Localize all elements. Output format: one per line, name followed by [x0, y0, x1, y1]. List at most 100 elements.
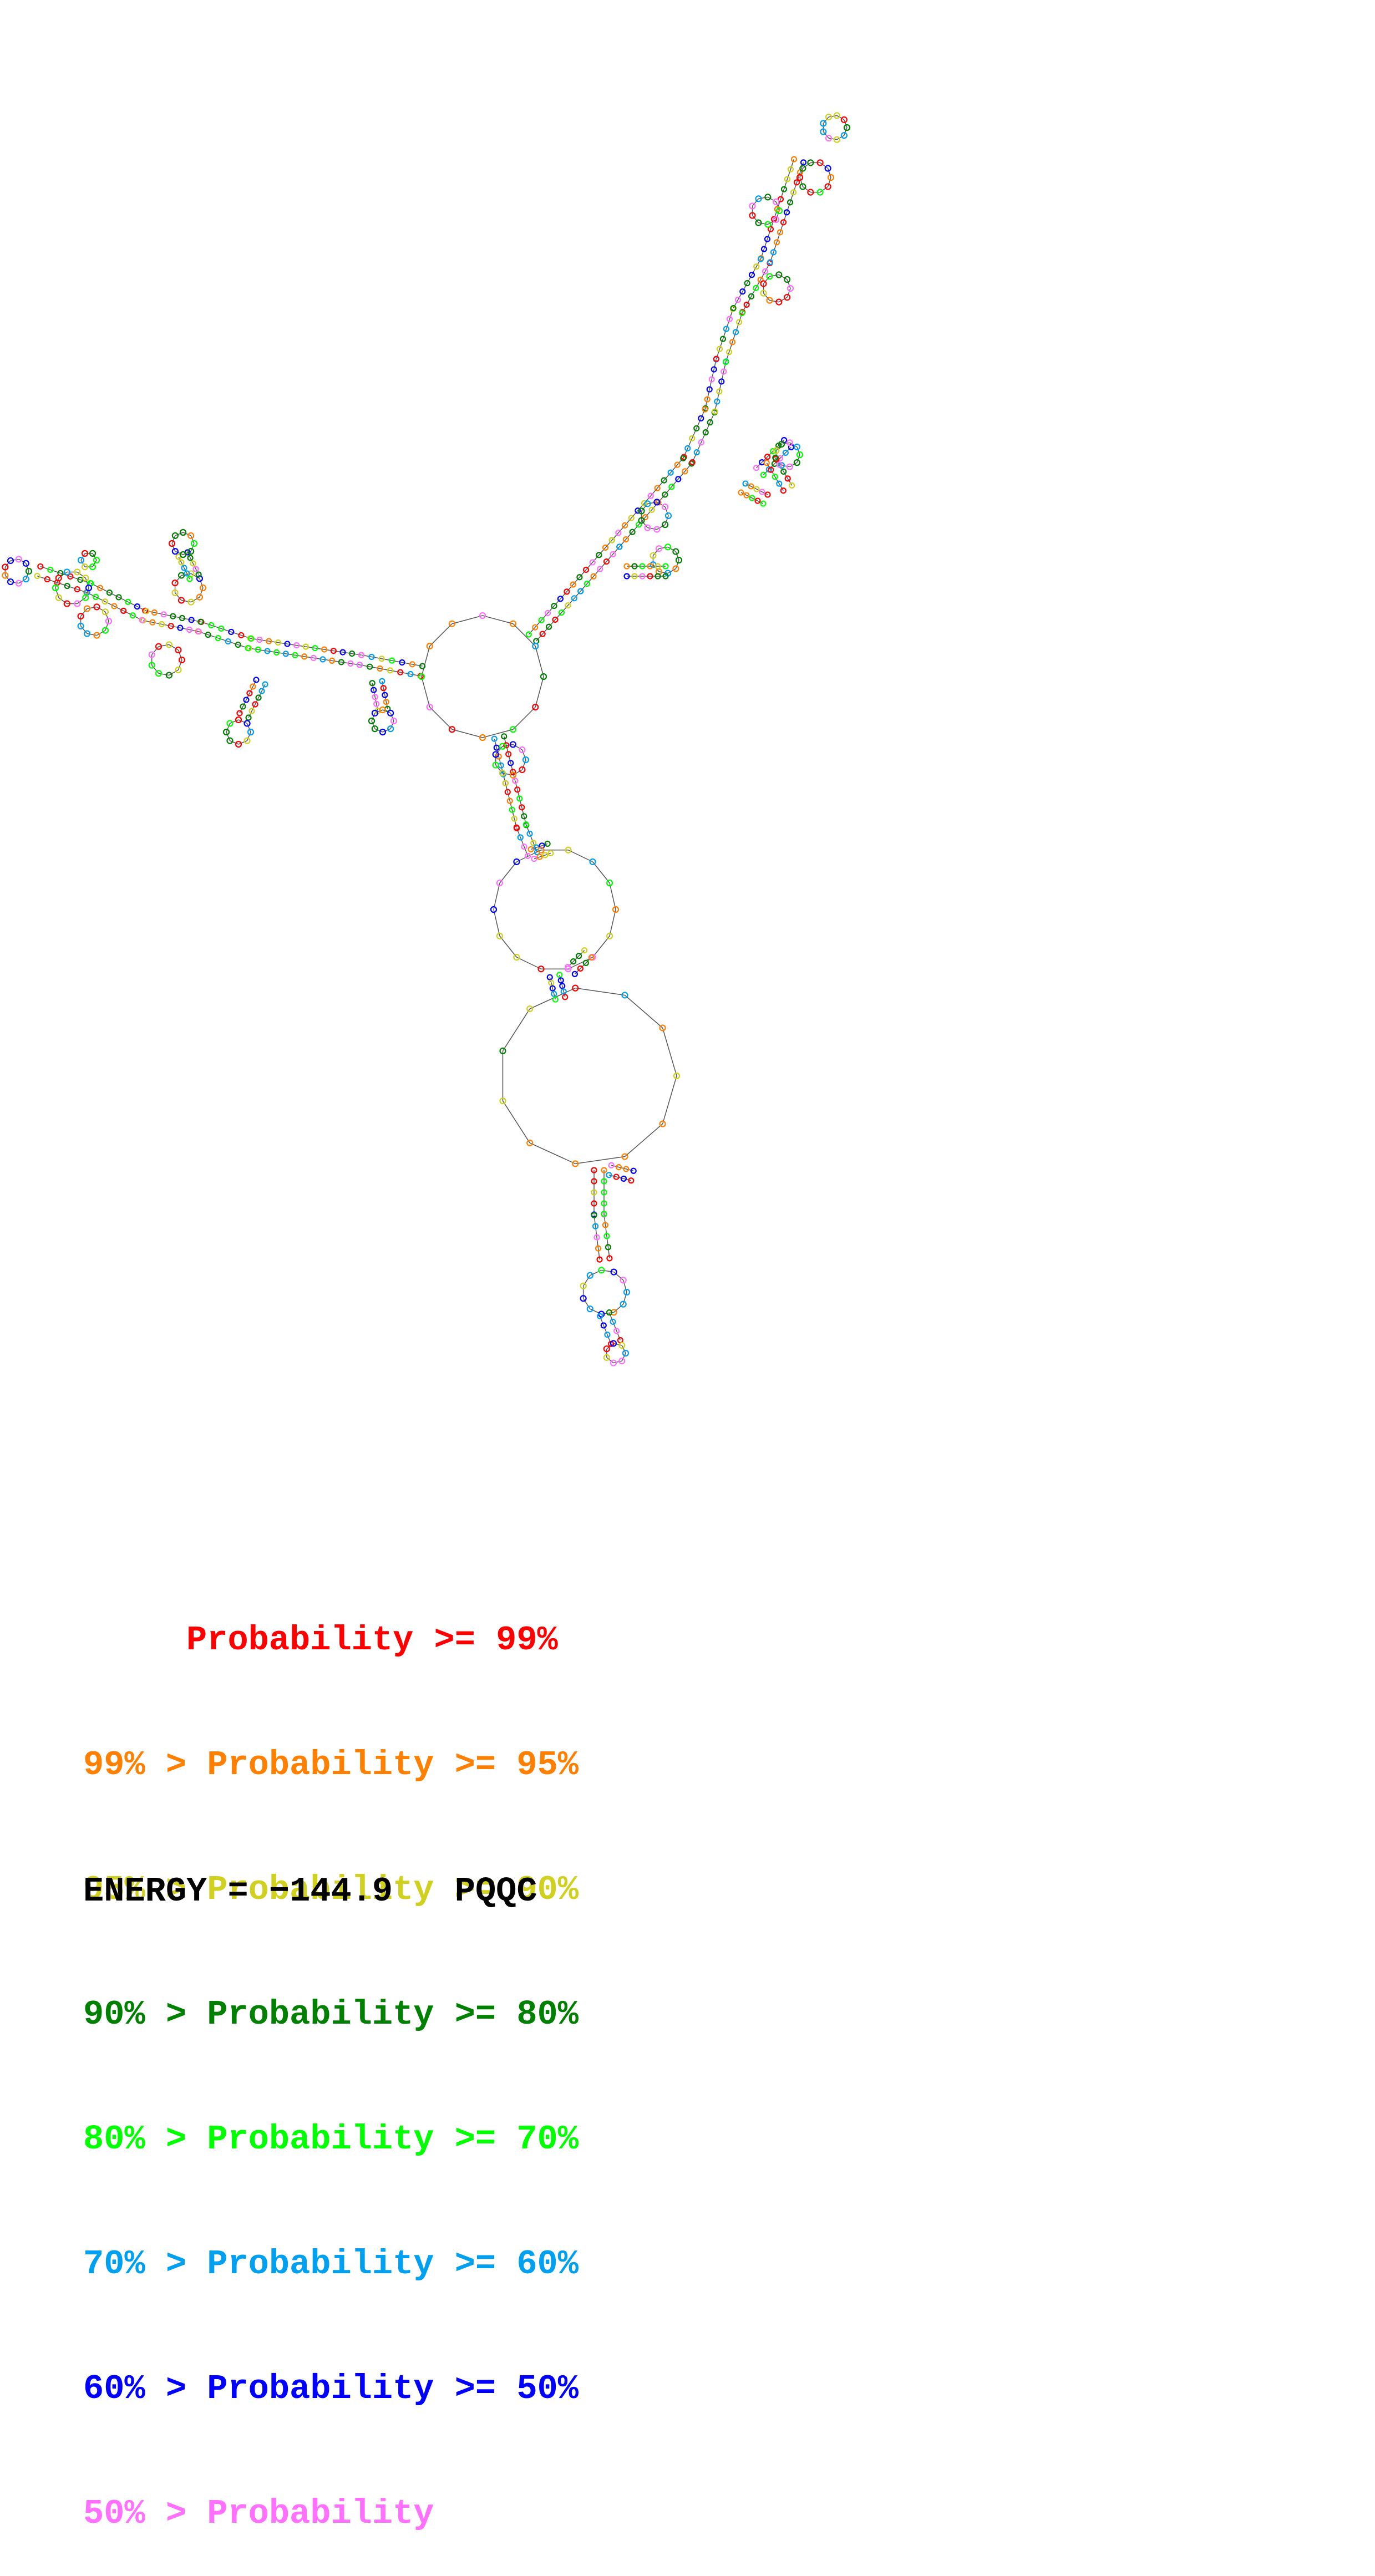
nucleotide — [542, 852, 549, 858]
nucleotide — [509, 620, 517, 627]
nucleotide — [15, 580, 22, 587]
backbone-segment — [230, 740, 239, 745]
nucleotide — [762, 268, 769, 275]
nucleotide — [74, 568, 81, 576]
nucleotide — [273, 649, 280, 656]
backbone-segment — [87, 606, 97, 609]
nucleotide — [713, 355, 720, 362]
backbone-segment — [802, 186, 811, 193]
backbone-segment — [143, 620, 199, 632]
backbone-segment — [802, 162, 811, 169]
nucleotide — [714, 398, 721, 405]
nucleotide — [760, 471, 767, 478]
nucleotide — [816, 189, 824, 196]
nucleotide — [576, 574, 583, 581]
backbone-segment — [742, 263, 770, 313]
nucleotide — [55, 594, 62, 601]
backbone-segment — [87, 633, 97, 636]
nucleotide — [139, 617, 145, 623]
nucleotide — [840, 116, 848, 123]
nucleotide — [772, 454, 779, 461]
nucleotide — [673, 1072, 681, 1080]
nucleotide — [577, 588, 584, 595]
backbone-segment — [613, 1360, 622, 1364]
nucleotide — [264, 648, 271, 654]
backbone-segment — [820, 162, 829, 169]
backbone-segment — [190, 543, 195, 552]
nucleotide — [532, 624, 539, 631]
nucleotide — [255, 694, 262, 701]
nucleotide — [537, 966, 545, 973]
nucleotide — [600, 1322, 607, 1329]
nucleotide — [77, 613, 84, 620]
nucleotide — [591, 1167, 597, 1173]
backbone-segment — [609, 883, 616, 910]
backbone-segment — [662, 1075, 677, 1124]
nucleotide — [780, 468, 787, 475]
nucleotide — [610, 551, 616, 557]
nucleotide — [793, 459, 800, 466]
backbone-segment — [37, 575, 88, 593]
backbone-segment — [10, 581, 19, 584]
nucleotide — [601, 1200, 607, 1207]
nucleotide — [586, 1305, 593, 1313]
nucleotide — [208, 622, 215, 629]
probability-legend: Probability >= 99% 99% > Probability >= … — [83, 1536, 579, 2576]
nucleotide — [780, 219, 787, 226]
backbone-segment — [778, 274, 788, 280]
backbone-segment — [656, 524, 666, 530]
nucleotide — [833, 112, 840, 119]
backbone-segment — [611, 1165, 634, 1171]
nucleotide — [770, 448, 777, 455]
backbone-segment — [756, 440, 785, 469]
backbone-segment — [667, 568, 676, 574]
nucleotide — [596, 552, 602, 558]
nucleotide — [601, 1178, 607, 1185]
backbone-segment — [248, 648, 305, 657]
nucleotide — [67, 573, 74, 580]
nucleotide — [664, 543, 672, 551]
backbone-segment — [197, 631, 248, 649]
nucleotide — [647, 492, 654, 499]
backbone-segment — [250, 638, 306, 647]
nucleotide — [492, 761, 499, 769]
backbone-segment — [421, 646, 430, 677]
backbone-segment — [568, 957, 593, 969]
nucleotide — [368, 653, 375, 660]
nucleotide — [235, 740, 242, 748]
nucleotide — [787, 284, 794, 292]
backbone-segment — [823, 131, 829, 139]
nucleotide — [783, 209, 790, 216]
backbone-segment — [601, 1269, 614, 1273]
nucleotide — [748, 293, 755, 299]
nucleotide — [799, 183, 806, 190]
nucleotide — [34, 572, 40, 580]
nucleotide — [177, 624, 184, 631]
backbone-segment — [613, 1343, 622, 1346]
nucleotide — [773, 216, 780, 223]
nucleotide — [556, 972, 563, 978]
nucleotide — [514, 825, 520, 831]
nucleotide — [606, 880, 613, 887]
backbone-segment — [174, 592, 182, 601]
backbone-segment — [575, 1156, 625, 1165]
legend-row-p99: Probability >= 99% — [83, 1620, 558, 1660]
nucleotide — [125, 598, 131, 605]
nucleotide — [519, 804, 525, 811]
backbone-segment — [582, 1275, 591, 1287]
nucleotide — [623, 1166, 630, 1172]
backbone-segment — [799, 168, 804, 178]
backbone-segment — [580, 546, 620, 592]
nucleotide — [358, 652, 364, 658]
backbone-segment — [619, 502, 659, 547]
nucleotide — [767, 226, 774, 232]
backbone-segment — [174, 575, 182, 583]
backbone-segment — [599, 1316, 612, 1344]
nucleotide — [521, 844, 527, 850]
nucleotide — [827, 174, 835, 181]
backbone-segment — [568, 850, 593, 862]
nucleotide — [644, 524, 651, 531]
nucleotide — [519, 766, 526, 774]
nucleotide — [748, 483, 754, 490]
nucleotide — [492, 751, 499, 758]
